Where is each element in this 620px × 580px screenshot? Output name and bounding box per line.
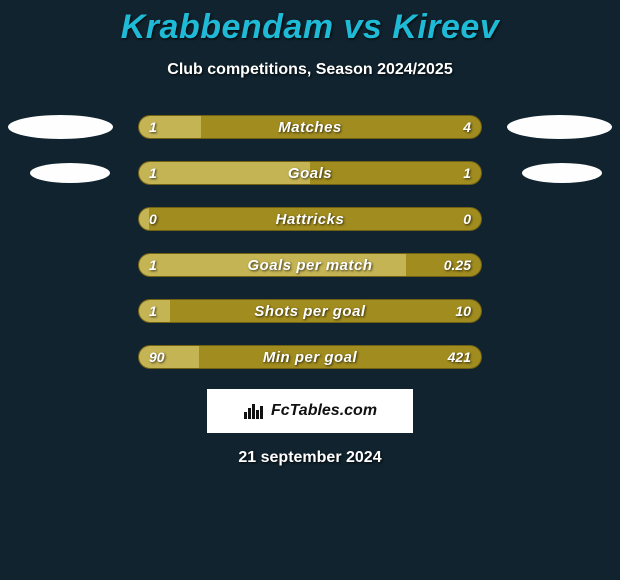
stat-bar: 110Shots per goal (138, 299, 482, 323)
badge-text: FcTables.com (271, 402, 377, 420)
stat-row: 110Shots per goal (0, 299, 620, 323)
stat-bar: 90421Min per goal (138, 345, 482, 369)
player-marker-right (507, 115, 612, 139)
stat-bar: 10.25Goals per match (138, 253, 482, 277)
stat-row: 14Matches (0, 115, 620, 139)
stat-label: Hattricks (139, 208, 481, 230)
stat-label: Matches (139, 116, 481, 138)
stat-label: Goals (139, 162, 481, 184)
stat-label: Min per goal (139, 346, 481, 368)
stat-bar: 00Hattricks (138, 207, 482, 231)
chart-date: 21 september 2024 (238, 449, 381, 467)
chart-rows: 14Matches 11Goals 00Hattricks 10.25Goals pe… (0, 115, 620, 369)
stat-row: 11Goals (0, 161, 620, 185)
stat-label: Shots per goal (139, 300, 481, 322)
source-badge: FcTables.com (207, 389, 413, 433)
player-marker-left (30, 163, 110, 183)
player-marker-right (522, 163, 602, 183)
stat-label: Goals per match (139, 254, 481, 276)
stat-bar: 11Goals (138, 161, 482, 185)
stat-row: 00Hattricks (0, 207, 620, 231)
chart-subtitle: Club competitions, Season 2024/2025 (167, 61, 452, 79)
bars-icon (243, 402, 265, 420)
comparison-chart: Krabbendam vs Kireev Club competitions, … (0, 0, 620, 580)
stat-bar: 14Matches (138, 115, 482, 139)
player-marker-left (8, 115, 113, 139)
chart-title: Krabbendam vs Kireev (121, 8, 500, 47)
stat-row: 10.25Goals per match (0, 253, 620, 277)
stat-row: 90421Min per goal (0, 345, 620, 369)
